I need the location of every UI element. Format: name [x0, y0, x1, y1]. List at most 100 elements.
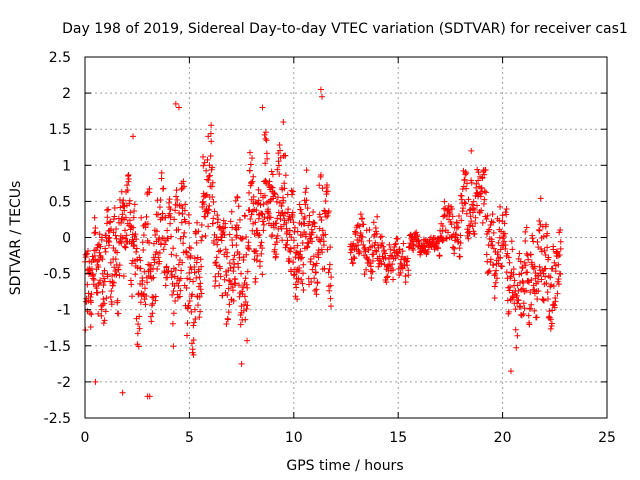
data-point	[183, 332, 190, 339]
data-point	[547, 274, 554, 281]
data-point	[551, 259, 558, 266]
data-point	[321, 265, 328, 272]
y-axis-label: SDTVAR / TECUs	[8, 181, 24, 296]
data-point	[512, 306, 519, 313]
data-point	[306, 212, 313, 219]
data-point	[132, 231, 139, 238]
data-point	[235, 224, 242, 231]
data-point	[183, 248, 190, 255]
data-point	[175, 261, 182, 268]
data-point	[355, 250, 362, 257]
data-point	[255, 232, 262, 239]
data-point	[492, 279, 499, 286]
data-point	[297, 248, 304, 255]
data-point	[226, 301, 233, 308]
data-point	[192, 316, 199, 323]
data-point	[283, 225, 290, 232]
data-point	[540, 296, 547, 303]
data-point	[484, 212, 491, 219]
data-point	[465, 196, 472, 203]
data-point	[405, 272, 412, 279]
data-point	[316, 225, 323, 232]
data-point	[221, 231, 228, 238]
data-point	[267, 214, 274, 221]
data-point	[303, 185, 310, 192]
data-point	[378, 260, 385, 267]
data-point	[221, 276, 228, 283]
data-point	[375, 263, 382, 270]
data-point	[544, 296, 551, 303]
data-point	[543, 221, 550, 228]
data-point	[115, 266, 122, 273]
data-point	[88, 291, 95, 298]
data-point	[242, 298, 249, 305]
data-point	[525, 256, 532, 263]
data-point	[498, 263, 505, 270]
data-point	[379, 239, 386, 246]
y-tick-label: 2	[62, 86, 71, 102]
data-point	[187, 254, 194, 261]
data-point	[198, 290, 205, 297]
data-point	[243, 251, 250, 258]
data-point	[304, 205, 311, 212]
data-point	[298, 255, 305, 262]
data-point	[402, 273, 409, 280]
data-point	[383, 279, 390, 286]
data-point	[472, 192, 479, 199]
data-point	[268, 183, 275, 190]
data-point	[515, 297, 522, 304]
data-point	[180, 233, 187, 240]
data-point	[305, 240, 312, 247]
data-point	[483, 251, 490, 258]
data-point	[523, 250, 530, 257]
data-point	[127, 209, 134, 216]
data-point	[173, 252, 180, 259]
data-point	[298, 276, 305, 283]
data-point	[235, 282, 242, 289]
data-point	[184, 275, 191, 282]
data-point	[137, 257, 144, 264]
data-point	[144, 221, 151, 228]
data-point	[203, 167, 210, 174]
data-point	[328, 274, 335, 281]
data-point	[188, 308, 195, 315]
data-point	[98, 306, 105, 313]
data-point	[489, 211, 496, 218]
data-point	[487, 221, 494, 228]
data-point	[308, 226, 315, 233]
data-point	[325, 269, 332, 276]
data-point	[112, 268, 119, 275]
data-point	[128, 281, 135, 288]
data-point	[266, 178, 273, 185]
data-point	[144, 279, 151, 286]
data-point	[294, 228, 301, 235]
data-point	[463, 170, 470, 177]
data-point	[193, 274, 200, 281]
data-point	[303, 167, 310, 174]
data-point	[191, 263, 198, 270]
data-point	[486, 267, 493, 274]
data-point	[366, 237, 373, 244]
data-point	[236, 216, 243, 223]
data-point	[175, 282, 182, 289]
data-point	[448, 221, 455, 228]
data-point	[233, 242, 240, 249]
data-point	[549, 265, 556, 272]
data-point	[231, 261, 238, 268]
data-point	[179, 259, 186, 266]
data-point	[483, 216, 490, 223]
data-point	[259, 245, 266, 252]
data-point	[226, 231, 233, 238]
data-point	[173, 187, 180, 194]
data-point	[350, 259, 357, 266]
data-point	[260, 221, 267, 228]
data-point	[104, 214, 111, 221]
data-point	[525, 312, 532, 319]
data-point	[230, 268, 237, 275]
data-point	[544, 244, 551, 251]
data-point	[187, 245, 194, 252]
data-point	[138, 214, 145, 221]
data-point	[261, 131, 268, 138]
data-point	[493, 275, 500, 282]
data-point	[101, 317, 108, 324]
